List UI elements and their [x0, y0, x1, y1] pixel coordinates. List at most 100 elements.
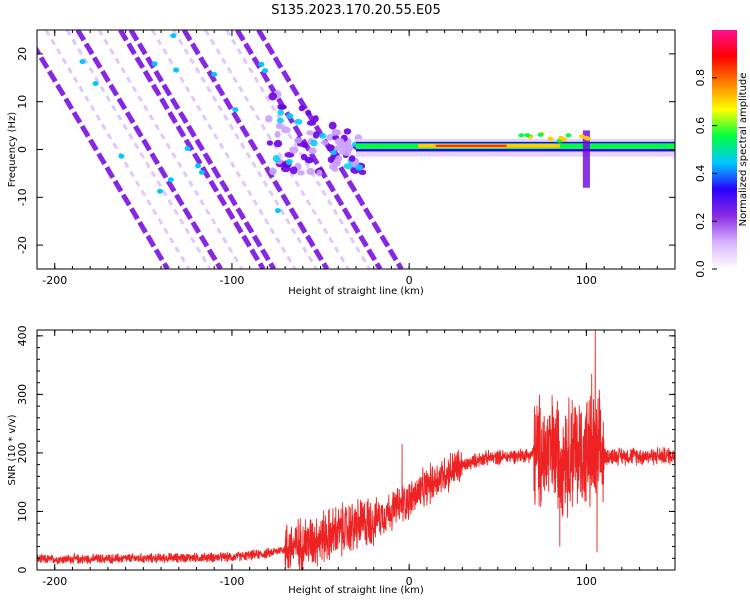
heatmap-dot — [304, 157, 314, 164]
heatmap-stripe — [65, 30, 212, 269]
heatmap-blob — [173, 67, 180, 73]
heatmap-dot — [310, 139, 318, 147]
heatmap-blob — [211, 71, 218, 77]
heatmap-dot — [328, 163, 337, 171]
heatmap-stripe — [37, 45, 170, 269]
heatmap-dot — [343, 128, 352, 135]
carrier-bump — [547, 136, 554, 141]
heatmap-dot — [306, 130, 314, 136]
heatmap-dot — [326, 133, 335, 141]
heatmap-dot — [355, 164, 363, 171]
colorbar-tick-label: 0.0 — [694, 260, 707, 278]
heatmap-dot — [269, 167, 277, 176]
x-tick-label: 0 — [406, 575, 413, 588]
heatmap-blob — [198, 169, 205, 175]
heatmap-stripe — [150, 30, 297, 269]
heatmap-blob — [274, 208, 281, 214]
heatmap-blob — [170, 33, 177, 39]
heatmap-blob — [167, 177, 174, 183]
heatmap-stripe — [97, 30, 244, 269]
heatmap-dot — [319, 133, 327, 139]
colorbar-label: Normalized spectral amplitude — [738, 73, 749, 227]
carrier-bump — [578, 134, 585, 139]
heatmap-dot — [276, 117, 284, 124]
colorbar-tick-label: 0.4 — [694, 165, 707, 183]
heatmap-blob — [232, 107, 239, 113]
y-tick-label: 0 — [16, 146, 29, 153]
x-tick-label: 100 — [576, 575, 597, 588]
heatmap-dot — [272, 154, 280, 163]
heatmap-dot — [312, 115, 319, 123]
figure-title: S135.2023.170.20.55.E05 — [271, 3, 440, 18]
heatmap-blob — [157, 188, 164, 194]
heatmap-dot — [284, 151, 295, 158]
heatmap-dot — [274, 130, 281, 138]
heatmap-dot — [305, 109, 312, 116]
carrier-bump — [524, 133, 531, 138]
heatmap-blob — [262, 68, 269, 74]
heatmap-dot — [273, 139, 283, 148]
y-tick-label: -20 — [16, 236, 29, 254]
heatmap-dot — [330, 149, 337, 156]
snr-series-line — [37, 330, 675, 570]
heatmap-x-label: Height of straight line (km) — [288, 286, 424, 297]
colorbar-tick-label: 0.6 — [694, 117, 707, 135]
heatmap-stripe — [75, 30, 223, 269]
heatmap-dot — [342, 150, 352, 156]
line-y-label: SNR (10 * v/v) — [7, 414, 18, 485]
heatmap-dot — [285, 158, 293, 165]
y-tick-label: 10 — [16, 95, 29, 109]
y-tick-label: 20 — [16, 47, 29, 61]
heatmap-dot — [277, 109, 284, 116]
carrier-bump — [537, 132, 544, 137]
x-tick-label: -200 — [42, 274, 67, 287]
heatmap-dot — [331, 129, 339, 136]
heatmap-area — [37, 30, 675, 269]
heatmap-dot — [334, 137, 345, 146]
heatmap-dot — [264, 115, 273, 123]
x-tick-label: 100 — [576, 274, 597, 287]
heatmap-blob — [184, 145, 191, 151]
y-tick-label: 400 — [16, 325, 29, 346]
carrier-bump — [561, 137, 568, 142]
heatmap-stripe — [44, 30, 191, 269]
heatmap-dot — [275, 122, 284, 130]
heatmap-stripe — [172, 30, 318, 269]
heatmap-dot — [326, 144, 335, 152]
heatmap-stripe — [225, 30, 371, 269]
x-tick-label: -200 — [42, 575, 67, 588]
heatmap-blob — [258, 61, 265, 67]
heatmap-blob — [194, 163, 201, 169]
heatmap-dot — [277, 104, 284, 110]
heatmap-dot — [328, 121, 337, 130]
heatmap-y-label: Frequency (Hz) — [7, 112, 18, 188]
carrier-bump — [518, 133, 525, 138]
heatmap-dot — [297, 170, 305, 176]
heatmap-dot — [312, 131, 320, 139]
heatmap-dot — [348, 155, 356, 162]
heatmap-blob — [79, 59, 86, 65]
y-tick-label: 0 — [16, 567, 29, 574]
colorbar — [712, 30, 737, 269]
heatmap-blob — [92, 81, 99, 87]
line-area — [37, 330, 675, 570]
heatmap-stripe — [204, 30, 350, 269]
heatmap-dot — [266, 140, 274, 146]
carrier-notch — [582, 130, 590, 188]
heatmap-dot — [358, 169, 367, 176]
y-tick-label: -10 — [16, 188, 29, 206]
x-tick-label: -100 — [219, 575, 244, 588]
heatmap-dot — [301, 142, 308, 148]
colorbar-tick-label: 0.8 — [694, 69, 707, 87]
colorbar-tick-label: 0.2 — [694, 212, 707, 230]
heatmap-dot — [286, 113, 294, 119]
heatmap-dot — [327, 156, 335, 163]
carrier-bump — [565, 133, 572, 138]
heatmap-blob — [151, 61, 158, 67]
heatmap-dot — [294, 137, 303, 144]
heatmap-stripe — [128, 30, 276, 269]
heatmap-dot — [316, 169, 323, 177]
heatmap-dot — [306, 120, 317, 126]
